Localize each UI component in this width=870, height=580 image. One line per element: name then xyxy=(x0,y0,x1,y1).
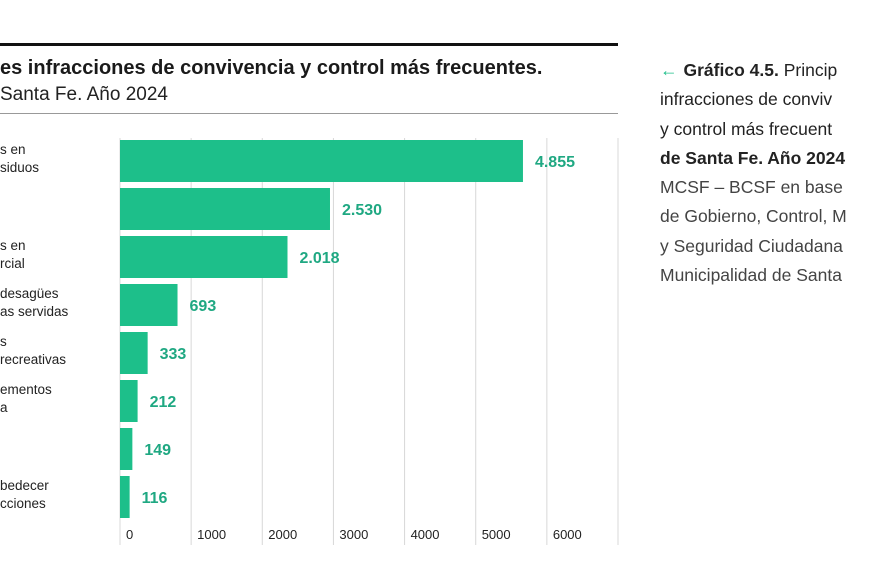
bar xyxy=(120,476,130,518)
chart-title: es infracciones de convivencia y control… xyxy=(0,57,543,79)
value-label: 149 xyxy=(144,442,171,459)
source-line: MCSF – BCSF en base xyxy=(660,177,843,198)
source-line: Municipalidad de Santa xyxy=(660,265,842,286)
caption-line: y control más frecuent xyxy=(660,118,833,139)
x-tick-label: 0 xyxy=(126,527,133,542)
caption-line: Princip xyxy=(783,60,838,80)
x-tick-label: 5000 xyxy=(482,527,511,542)
value-label: 2.530 xyxy=(342,202,382,219)
category-label: as servidas xyxy=(0,304,69,319)
caption-line: infracciones de conviv xyxy=(660,89,833,110)
bar xyxy=(120,188,330,230)
category-label: rcial xyxy=(0,256,25,271)
category-label: ementos xyxy=(0,382,52,397)
value-label: 333 xyxy=(160,346,187,363)
x-tick-label: 3000 xyxy=(339,527,368,542)
bar xyxy=(120,236,288,278)
category-label: s en xyxy=(0,142,26,157)
bar xyxy=(120,332,148,374)
category-label: siduos xyxy=(0,160,40,175)
value-label: 2.018 xyxy=(299,250,339,267)
category-label: recreativas xyxy=(0,352,67,367)
source-line: y Seguridad Ciudadana xyxy=(660,235,843,256)
subtitle-rule xyxy=(0,113,618,114)
bar xyxy=(120,380,138,422)
value-label: 4.855 xyxy=(535,154,575,171)
title-rule xyxy=(0,43,618,46)
category-label: cciones xyxy=(0,496,46,511)
caption-line: de Santa Fe. Año 2024 xyxy=(660,147,846,168)
category-label: s xyxy=(0,334,7,349)
bar xyxy=(120,140,523,182)
x-tick-label: 1000 xyxy=(197,527,226,542)
source-line: de Gobierno, Control, M xyxy=(660,206,847,227)
value-label: 116 xyxy=(142,490,168,507)
caption: ← Gráfico 4.5. Princip infracciones de co… xyxy=(660,56,847,290)
category-label: a xyxy=(0,400,8,415)
x-tick-label: 4000 xyxy=(411,527,440,542)
category-label: bedecer xyxy=(0,478,49,493)
x-tick-label: 2000 xyxy=(268,527,297,542)
value-label: 212 xyxy=(150,394,177,411)
category-label: desagües xyxy=(0,286,59,301)
caption-lead: Gráfico 4.5. xyxy=(683,60,779,80)
category-label: s en xyxy=(0,238,26,253)
bar xyxy=(120,284,178,326)
bar xyxy=(120,428,133,470)
chart-subtitle: Santa Fe. Año 2024 xyxy=(0,84,168,105)
value-label: 693 xyxy=(190,298,217,315)
x-tick-label: 6000 xyxy=(553,527,582,542)
arrow-left-icon: ← xyxy=(660,60,678,80)
